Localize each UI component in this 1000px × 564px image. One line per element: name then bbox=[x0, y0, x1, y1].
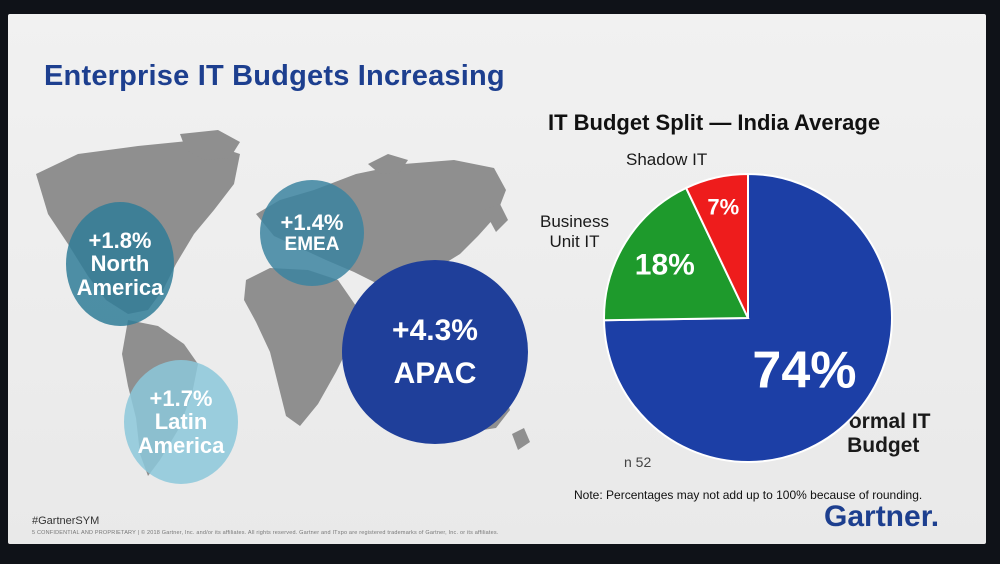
region-name-line2: America bbox=[137, 432, 225, 458]
legend-label-shadow-it: Shadow IT bbox=[626, 150, 708, 169]
region-name-line1: Latin bbox=[154, 409, 208, 435]
legend-label-formal-it-budget: Formal IT Budget bbox=[836, 410, 931, 458]
region-bubble-north-america: +1.8% North America bbox=[66, 202, 174, 326]
chart-note: Note: Percentages may not add up to 100%… bbox=[574, 488, 923, 502]
gartner-logo: Gartner. bbox=[824, 500, 940, 533]
pie-chart: 74% 18% 7% bbox=[603, 172, 893, 463]
slide: Enterprise IT Budgets Increasing +1.8% N… bbox=[8, 14, 986, 544]
region-name: EMEA bbox=[284, 233, 340, 255]
region-pct: +1.4% bbox=[280, 210, 344, 236]
legend-label-business-unit-it: Business Unit IT bbox=[540, 212, 609, 251]
footer-copyright: 5 CONFIDENTIAL AND PROPRIETARY | © 2018 … bbox=[32, 530, 499, 536]
pie-slice-shadow-it bbox=[684, 172, 749, 319]
region-bubble-apac: +4.3% APAC bbox=[342, 260, 528, 444]
pie-label-shadow-it: 7% bbox=[707, 194, 739, 219]
pie-label-business-unit-it: 18% bbox=[635, 248, 695, 281]
pie-slice-formal-it-budget bbox=[603, 172, 893, 463]
region-name-line1: North bbox=[90, 251, 150, 277]
region-pct: +4.3% bbox=[392, 313, 478, 347]
region-bubble-latin-america: +1.7% Latin America bbox=[124, 360, 238, 484]
region-name-line2: America bbox=[76, 274, 164, 300]
region-bubble-emea: +1.4% EMEA bbox=[260, 180, 364, 286]
sample-size: n 52 bbox=[624, 454, 652, 470]
hashtag: #GartnerSYM bbox=[32, 515, 100, 527]
pie-label-formal-it-budget: 74% bbox=[752, 341, 856, 399]
slide-title: Enterprise IT Budgets Increasing bbox=[44, 60, 505, 92]
region-pct: +1.7% bbox=[149, 386, 213, 412]
region-pct: +1.8% bbox=[88, 228, 152, 254]
pie-slice-business-unit-it bbox=[603, 186, 750, 322]
region-name: APAC bbox=[393, 357, 477, 390]
chart-title: IT Budget Split — India Average bbox=[548, 110, 881, 135]
